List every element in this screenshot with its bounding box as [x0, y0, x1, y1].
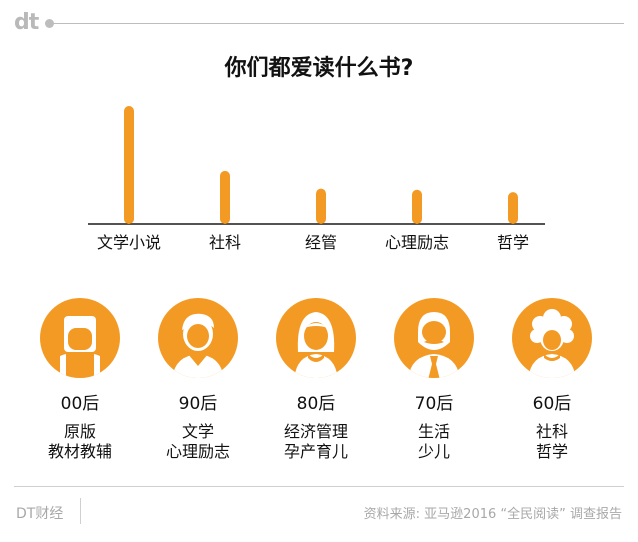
- generation-book: 社科: [535, 422, 568, 441]
- chart-title: 你们都爱读什么书?: [224, 56, 414, 81]
- bar-0: [124, 106, 134, 224]
- category-label: 哲学: [497, 233, 529, 252]
- dt-logo: dt: [14, 10, 39, 35]
- category-label: 心理励志: [385, 233, 449, 252]
- generation-book: 少儿: [417, 442, 450, 461]
- generation-60: 60后 社科 哲学: [504, 296, 600, 462]
- generation-book: 教材教辅: [47, 442, 112, 461]
- generation-80: 80后 经济管理 孕产育儿: [268, 296, 364, 462]
- generation-label: 00后: [60, 394, 100, 414]
- generation-book: 文学: [181, 422, 214, 441]
- category-label: 经管: [305, 233, 337, 252]
- girl-with-bow-icon: [40, 298, 120, 378]
- footer-brand: DT财经: [16, 506, 64, 522]
- boy-icon: [158, 298, 238, 378]
- generation-00: 00后 原版 教材教辅: [32, 296, 128, 462]
- generation-book: 原版: [63, 422, 96, 441]
- generation-book: 经济管理: [283, 422, 348, 441]
- generation-label: 60后: [532, 394, 572, 414]
- bar-4: [508, 192, 518, 224]
- footer-separator: [80, 498, 81, 524]
- footer-rule: [14, 486, 624, 487]
- bar-3: [412, 189, 422, 224]
- generation-book: 生活: [417, 422, 450, 441]
- category-label: 文学小说: [97, 233, 161, 252]
- bar-1: [220, 170, 230, 224]
- woman-icon: [276, 298, 356, 378]
- generation-book: 心理励志: [165, 442, 230, 461]
- bearded-man-with-tie-icon: [394, 298, 474, 378]
- generation-book: 孕产育儿: [283, 442, 348, 461]
- generation-90: 90后 文学 心理励志: [150, 296, 246, 462]
- curly-hair-woman-icon: [512, 298, 592, 378]
- generation-label: 70后: [414, 394, 454, 414]
- category-label: 社科: [209, 233, 241, 252]
- generation-book: 哲学: [535, 442, 568, 461]
- header-rule-dot: [45, 19, 54, 28]
- generation-label: 80后: [296, 394, 336, 414]
- generation-label: 90后: [178, 394, 218, 414]
- generation-70: 70后 生活 少儿: [386, 296, 482, 462]
- bar-chart: 文学小说 社科 经管 心理励志 哲学: [88, 106, 545, 252]
- footer-source: 资料来源: 亚马逊2016 “全民阅读” 调查报告: [363, 507, 622, 522]
- bar-2: [316, 188, 326, 224]
- header-rule: [52, 23, 624, 24]
